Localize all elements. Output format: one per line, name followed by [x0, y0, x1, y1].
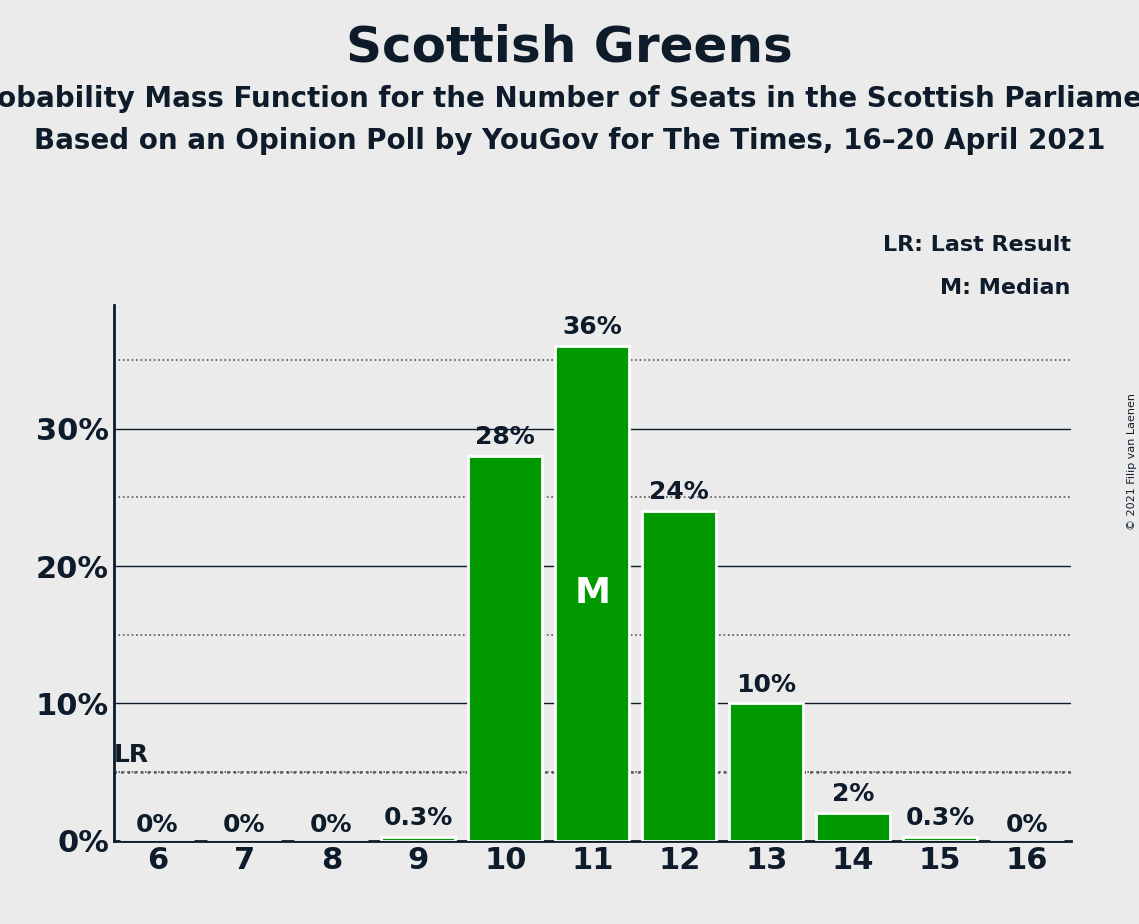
Text: © 2021 Filip van Laenen: © 2021 Filip van Laenen: [1126, 394, 1137, 530]
Text: 10%: 10%: [736, 673, 796, 697]
Text: M: M: [574, 577, 611, 611]
Bar: [556, 346, 629, 841]
Text: 0%: 0%: [137, 813, 179, 837]
Bar: [468, 456, 542, 841]
Text: 0.3%: 0.3%: [384, 806, 453, 830]
Bar: [382, 837, 456, 841]
Text: 0.3%: 0.3%: [906, 806, 975, 830]
Text: Probability Mass Function for the Number of Seats in the Scottish Parliament: Probability Mass Function for the Number…: [0, 85, 1139, 113]
Bar: [817, 813, 891, 841]
Bar: [729, 703, 803, 841]
Text: LR: Last Result: LR: Last Result: [883, 236, 1071, 255]
Bar: [903, 837, 977, 841]
Text: 2%: 2%: [831, 783, 875, 807]
Text: 0%: 0%: [223, 813, 265, 837]
Text: LR: LR: [114, 743, 149, 767]
Text: 36%: 36%: [563, 315, 622, 339]
Text: 24%: 24%: [649, 480, 710, 505]
Bar: [642, 511, 716, 841]
Text: Scottish Greens: Scottish Greens: [346, 23, 793, 71]
Text: M: Median: M: Median: [941, 278, 1071, 298]
Text: Based on an Opinion Poll by YouGov for The Times, 16–20 April 2021: Based on an Opinion Poll by YouGov for T…: [34, 127, 1105, 154]
Text: 0%: 0%: [310, 813, 353, 837]
Text: 28%: 28%: [475, 425, 535, 449]
Text: 0%: 0%: [1006, 813, 1048, 837]
